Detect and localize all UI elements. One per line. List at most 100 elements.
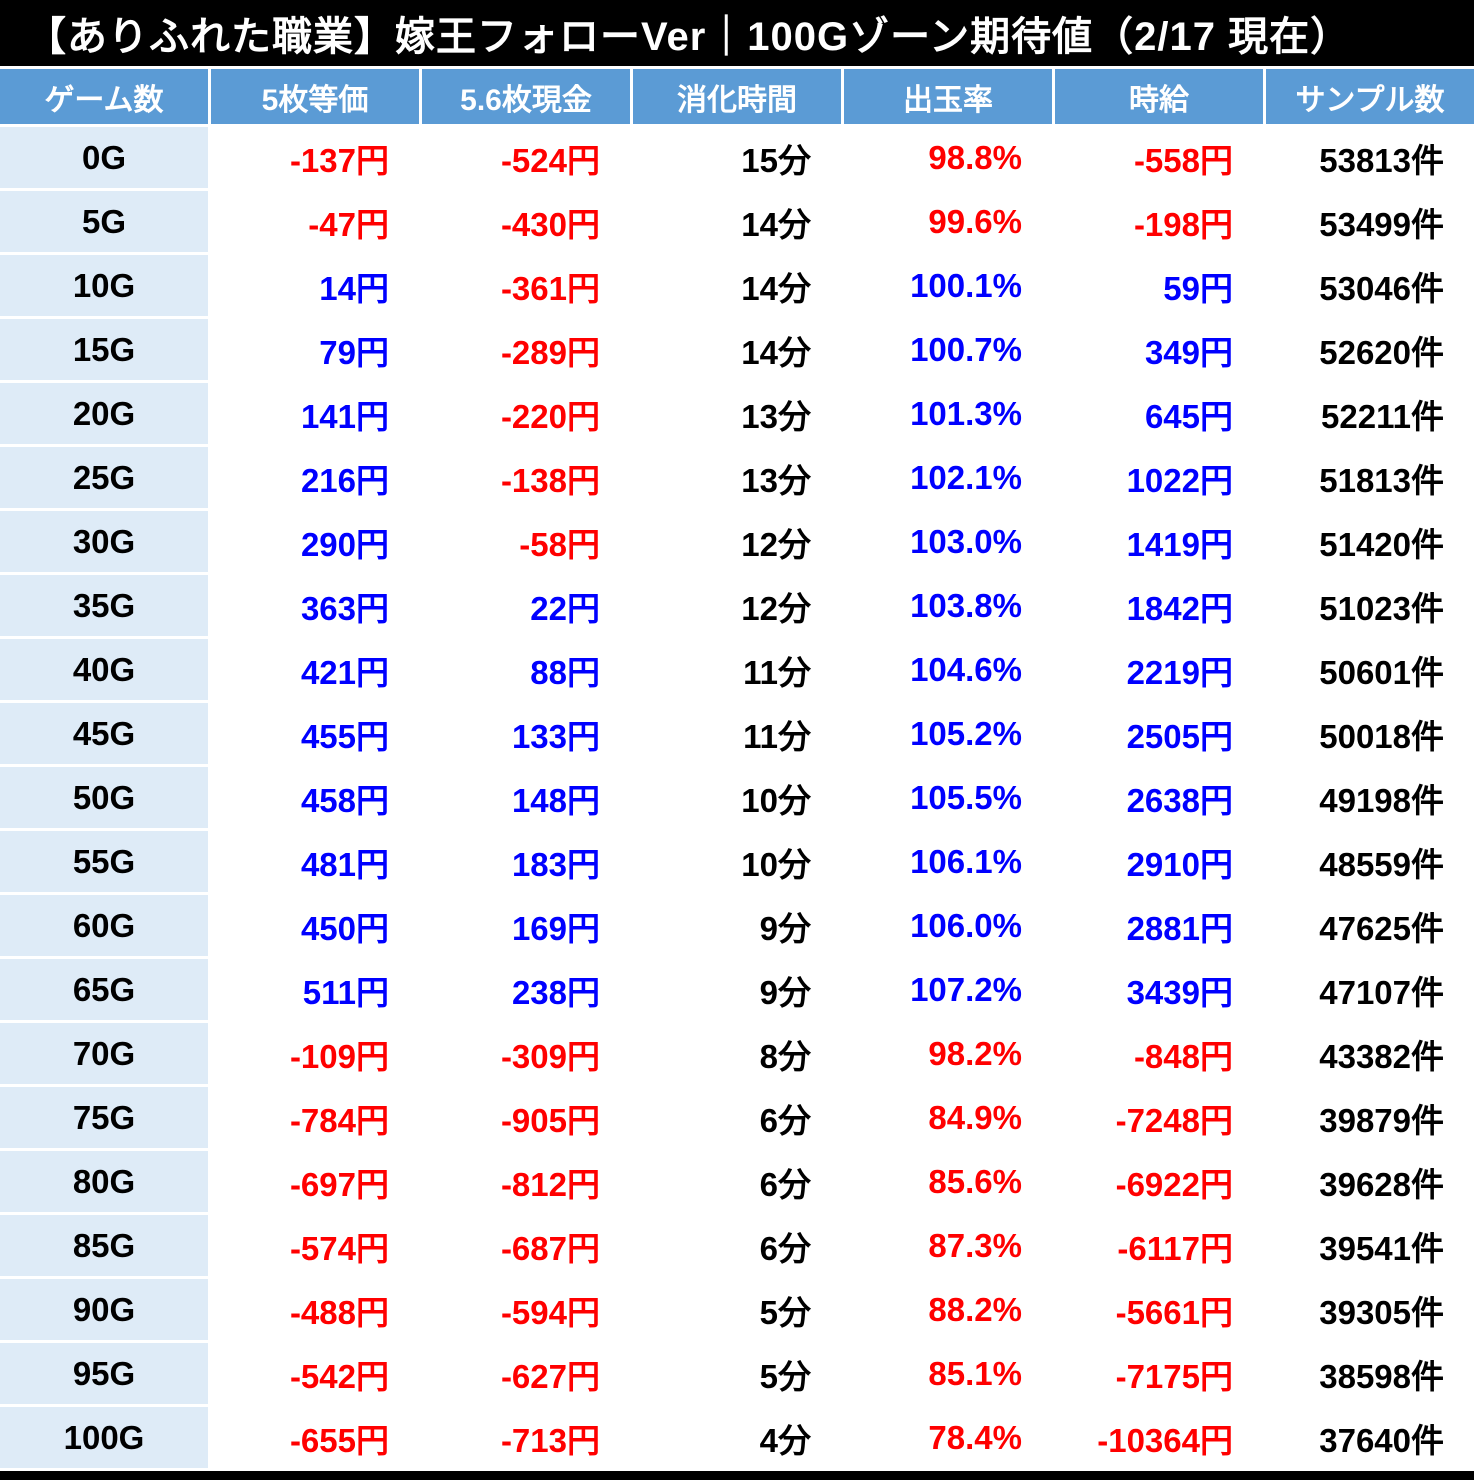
table-row: 20G 141円 -220円 13分 101.3% 645円 52211件 [0, 383, 1474, 444]
cell-equal-price-5: -655円 [211, 1407, 419, 1468]
cell-game-count: 35G [0, 575, 208, 636]
cell-digest-time: 11分 [633, 639, 841, 700]
cell-equal-price-5: 14円 [211, 255, 419, 316]
table-row: 45G 455円 133円 11分 105.2% 2505円 50018件 [0, 703, 1474, 764]
cell-equal-price-5: 216円 [211, 447, 419, 508]
table-body: 0G -137円 -524円 15分 98.8% -558円 53813件 5G -47円 -43… [0, 127, 1474, 1468]
cell-game-count: 95G [0, 1343, 208, 1404]
cell-hourly-wage: -848円 [1055, 1023, 1263, 1084]
table-row: 100G -655円 -713円 4分 78.4% -10364円 37640件 [0, 1407, 1474, 1468]
cell-cash-5-6: -430円 [422, 191, 630, 252]
col-header-game-count: ゲーム数 [0, 69, 208, 124]
cell-equal-price-5: 481円 [211, 831, 419, 892]
cell-hourly-wage: 2505円 [1055, 703, 1263, 764]
cell-digest-time: 14分 [633, 191, 841, 252]
col-header-digest-time: 消化時間 [633, 69, 841, 124]
table-row: 50G 458円 148円 10分 105.5% 2638円 49198件 [0, 767, 1474, 828]
cell-digest-time: 9分 [633, 895, 841, 956]
cell-game-count: 70G [0, 1023, 208, 1084]
cell-payout-rate: 85.1% [844, 1343, 1052, 1404]
table-row: 95G -542円 -627円 5分 85.1% -7175円 38598件 [0, 1343, 1474, 1404]
cell-payout-rate: 107.2% [844, 959, 1052, 1020]
cell-cash-5-6: -905円 [422, 1087, 630, 1148]
cell-equal-price-5: 458円 [211, 767, 419, 828]
cell-digest-time: 15分 [633, 127, 841, 188]
cell-digest-time: 8分 [633, 1023, 841, 1084]
cell-cash-5-6: 183円 [422, 831, 630, 892]
page-title: 【ありふれた職業】嫁王フォローVer｜100Gゾーン期待値（2/17 現在） [0, 0, 1474, 66]
cell-cash-5-6: -594円 [422, 1279, 630, 1340]
cell-digest-time: 6分 [633, 1215, 841, 1276]
table-row: 30G 290円 -58円 12分 103.0% 1419円 51420件 [0, 511, 1474, 572]
cell-sample-count: 50601件 [1266, 639, 1474, 700]
cell-digest-time: 12分 [633, 575, 841, 636]
cell-digest-time: 4分 [633, 1407, 841, 1468]
cell-hourly-wage: -6117円 [1055, 1215, 1263, 1276]
cell-digest-time: 11分 [633, 703, 841, 764]
cell-equal-price-5: 511円 [211, 959, 419, 1020]
table-row: 25G 216円 -138円 13分 102.1% 1022円 51813件 [0, 447, 1474, 508]
table-row: 70G -109円 -309円 8分 98.2% -848円 43382件 [0, 1023, 1474, 1084]
table-row: 85G -574円 -687円 6分 87.3% -6117円 39541件 [0, 1215, 1474, 1276]
cell-cash-5-6: -361円 [422, 255, 630, 316]
cell-sample-count: 38598件 [1266, 1343, 1474, 1404]
cell-sample-count: 39305件 [1266, 1279, 1474, 1340]
cell-payout-rate: 103.0% [844, 511, 1052, 572]
cell-game-count: 60G [0, 895, 208, 956]
cell-cash-5-6: -713円 [422, 1407, 630, 1468]
table-row: 75G -784円 -905円 6分 84.9% -7248円 39879件 [0, 1087, 1474, 1148]
cell-equal-price-5: -137円 [211, 127, 419, 188]
table-row: 5G -47円 -430円 14分 99.6% -198円 53499件 [0, 191, 1474, 252]
cell-game-count: 25G [0, 447, 208, 508]
cell-payout-rate: 106.0% [844, 895, 1052, 956]
cell-cash-5-6: 88円 [422, 639, 630, 700]
cell-sample-count: 48559件 [1266, 831, 1474, 892]
cell-hourly-wage: -7175円 [1055, 1343, 1263, 1404]
cell-digest-time: 6分 [633, 1151, 841, 1212]
cell-sample-count: 43382件 [1266, 1023, 1474, 1084]
cell-game-count: 80G [0, 1151, 208, 1212]
table-row: 15G 79円 -289円 14分 100.7% 349円 52620件 [0, 319, 1474, 380]
cell-sample-count: 53046件 [1266, 255, 1474, 316]
table-row: 60G 450円 169円 9分 106.0% 2881円 47625件 [0, 895, 1474, 956]
col-header-hourly-wage: 時給 [1055, 69, 1263, 124]
cell-hourly-wage: 1842円 [1055, 575, 1263, 636]
cell-sample-count: 37640件 [1266, 1407, 1474, 1468]
cell-equal-price-5: 421円 [211, 639, 419, 700]
cell-sample-count: 51813件 [1266, 447, 1474, 508]
cell-cash-5-6: -812円 [422, 1151, 630, 1212]
cell-equal-price-5: 450円 [211, 895, 419, 956]
cell-game-count: 65G [0, 959, 208, 1020]
cell-digest-time: 14分 [633, 255, 841, 316]
cell-payout-rate: 105.2% [844, 703, 1052, 764]
cell-game-count: 20G [0, 383, 208, 444]
cell-payout-rate: 98.8% [844, 127, 1052, 188]
cell-game-count: 15G [0, 319, 208, 380]
header-row: ゲーム数 5枚等価 5.6枚現金 消化時間 出玉率 時給 サンプル数 [0, 69, 1474, 124]
cell-digest-time: 9分 [633, 959, 841, 1020]
cell-hourly-wage: 3439円 [1055, 959, 1263, 1020]
cell-sample-count: 52211件 [1266, 383, 1474, 444]
cell-equal-price-5: -47円 [211, 191, 419, 252]
cell-cash-5-6: -309円 [422, 1023, 630, 1084]
cell-payout-rate: 78.4% [844, 1407, 1052, 1468]
cell-payout-rate: 84.9% [844, 1087, 1052, 1148]
cell-digest-time: 13分 [633, 383, 841, 444]
cell-game-count: 10G [0, 255, 208, 316]
cell-cash-5-6: 238円 [422, 959, 630, 1020]
cell-sample-count: 47107件 [1266, 959, 1474, 1020]
cell-cash-5-6: 169円 [422, 895, 630, 956]
cell-game-count: 55G [0, 831, 208, 892]
cell-hourly-wage: -198円 [1055, 191, 1263, 252]
cell-equal-price-5: -542円 [211, 1343, 419, 1404]
cell-payout-rate: 102.1% [844, 447, 1052, 508]
cell-hourly-wage: -6922円 [1055, 1151, 1263, 1212]
cell-hourly-wage: 1419円 [1055, 511, 1263, 572]
cell-sample-count: 53499件 [1266, 191, 1474, 252]
cell-digest-time: 13分 [633, 447, 841, 508]
cell-sample-count: 50018件 [1266, 703, 1474, 764]
cell-game-count: 85G [0, 1215, 208, 1276]
cell-hourly-wage: -5661円 [1055, 1279, 1263, 1340]
cell-equal-price-5: -574円 [211, 1215, 419, 1276]
cell-sample-count: 52620件 [1266, 319, 1474, 380]
